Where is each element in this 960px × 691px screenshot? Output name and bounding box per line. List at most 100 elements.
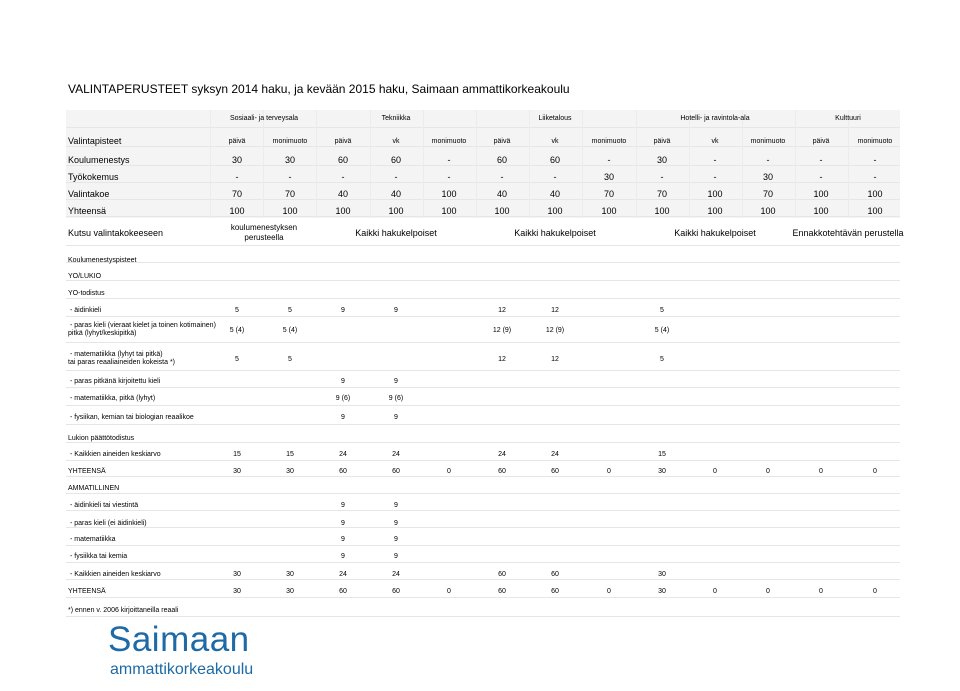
summary-cell: 100: [654, 206, 670, 216]
summary-cell: -: [873, 172, 877, 182]
row-separator: [66, 562, 900, 563]
summary-cell: 100: [707, 189, 723, 199]
detail-cell: 0: [819, 468, 823, 475]
detail-cell: 30: [286, 571, 294, 578]
column-separator: [582, 110, 583, 218]
summary-cell: -: [447, 155, 451, 165]
summary-cell: -: [819, 155, 823, 165]
field-header: Kulttuuri: [835, 115, 861, 122]
column-separator: [316, 110, 317, 218]
summary-cell: päivä: [334, 138, 352, 145]
detail-cell: 30: [233, 571, 241, 578]
summary-cell: monimuoto: [591, 138, 627, 145]
detail-cell: 24: [339, 571, 347, 578]
summary-cell: vk: [551, 138, 559, 145]
invite-cell: Ennakkotehtävän perustella: [792, 228, 904, 238]
footnote: *) ennen v. 2006 kirjoittaneilla reaali: [68, 607, 179, 614]
detail-cell: 24: [392, 571, 400, 578]
column-separator: [795, 110, 796, 218]
invite-cell: Kaikki hakukelpoiset: [355, 228, 437, 238]
detail-cell: 9: [394, 536, 398, 543]
detail-row-label: YHTEENSÄ: [68, 468, 106, 475]
row-separator: [66, 597, 900, 598]
column-separator: [423, 110, 424, 218]
detail-cell: 60: [498, 588, 506, 595]
column-separator: [529, 110, 530, 218]
detail-row-label: - matematiikka, pitkä (lyhyt): [70, 395, 156, 402]
column-separator: [263, 110, 264, 218]
summary-cell: 100: [441, 206, 457, 216]
detail-cell: 60: [498, 571, 506, 578]
field-header: Sosiaali- ja terveysala: [229, 115, 299, 122]
row-separator: [66, 442, 900, 443]
detail-cell: 15: [286, 451, 294, 458]
summary-cell: 100: [388, 206, 404, 216]
detail-cell: 24: [339, 451, 347, 458]
row-separator: [66, 510, 900, 511]
detail-row-label: - fysiikka tai kemia: [70, 553, 128, 560]
column-separator: [210, 110, 211, 218]
column-separator: [689, 110, 690, 218]
row-separator: [66, 127, 900, 128]
detail-row-label: - fysiikan, kemian tai biologian reaalik…: [70, 414, 194, 421]
summary-cell: päivä: [812, 138, 830, 145]
title: VALINTAPERUSTEET syksyn 2014 haku, ja ke…: [68, 82, 570, 96]
summary-cell: päivä: [653, 138, 671, 145]
column-separator: [476, 110, 477, 218]
summary-cell: 70: [603, 189, 615, 199]
detail-cell: 30: [233, 468, 241, 475]
row-separator: [66, 616, 900, 617]
detail-cell: 0: [873, 588, 877, 595]
detail-cell: 9: [341, 378, 345, 385]
row-separator: [66, 527, 900, 528]
detail-cell: 60: [551, 588, 559, 595]
summary-cell: -: [288, 172, 292, 182]
detail-cell: 12: [551, 356, 559, 363]
detail-cell: 9: [394, 502, 398, 509]
summary-cell: päivä: [228, 138, 246, 145]
summary-cell: vk: [392, 138, 400, 145]
summary-cell: 70: [231, 189, 243, 199]
field-header: Tekniikka: [381, 115, 411, 122]
logo-subtitle: ammattikorkeakoulu: [110, 661, 254, 678]
summary-cell: -: [447, 172, 451, 182]
summary-cell: 100: [229, 206, 245, 216]
detail-cell: 60: [551, 571, 559, 578]
detail-cell: 5: [235, 356, 239, 363]
summary-cell: 30: [603, 172, 615, 182]
detail-cell: 0: [607, 588, 611, 595]
summary-cell: -: [713, 172, 717, 182]
summary-cell: -: [500, 172, 504, 182]
detail-cell: 30: [286, 468, 294, 475]
summary-cell: vk: [711, 138, 719, 145]
invite-label: Kutsu valintakokeeseen: [68, 228, 164, 238]
summary-cell: -: [713, 155, 717, 165]
summary-cell: 40: [496, 189, 508, 199]
detail-cell: 60: [392, 588, 400, 595]
row-separator: [66, 165, 900, 166]
summary-cell: 30: [762, 172, 774, 182]
column-separator: [370, 110, 371, 218]
summary-cell: 100: [867, 189, 883, 199]
row-separator: [66, 545, 900, 546]
detail-row-label: - Kaikkien aineiden keskiarvo: [70, 451, 161, 458]
summary-cell: 100: [813, 206, 829, 216]
detail-cell: 24: [392, 451, 400, 458]
summary-cell: monimuoto: [431, 138, 467, 145]
detail-cell: 0: [713, 468, 717, 475]
detail-cell: 0: [873, 468, 877, 475]
detail-cell: 9: [394, 520, 398, 527]
detail-cell: 9: [341, 307, 345, 314]
invite-cell: Kaikki hakukelpoiset: [514, 228, 596, 238]
summary-cell: 100: [601, 206, 617, 216]
detail-cell: 30: [658, 571, 666, 578]
summary-cell: 40: [549, 189, 561, 199]
column-separator: [848, 110, 849, 218]
summary-cell: 100: [813, 189, 829, 199]
summary-cell: monimuoto: [272, 138, 308, 145]
summary-cell: 100: [494, 206, 510, 216]
column-separator: [636, 110, 637, 218]
detail-cell: 9 (6): [335, 395, 351, 402]
summary-row-label: Koulumenestys: [68, 155, 130, 165]
detail-cell: 0: [713, 588, 717, 595]
